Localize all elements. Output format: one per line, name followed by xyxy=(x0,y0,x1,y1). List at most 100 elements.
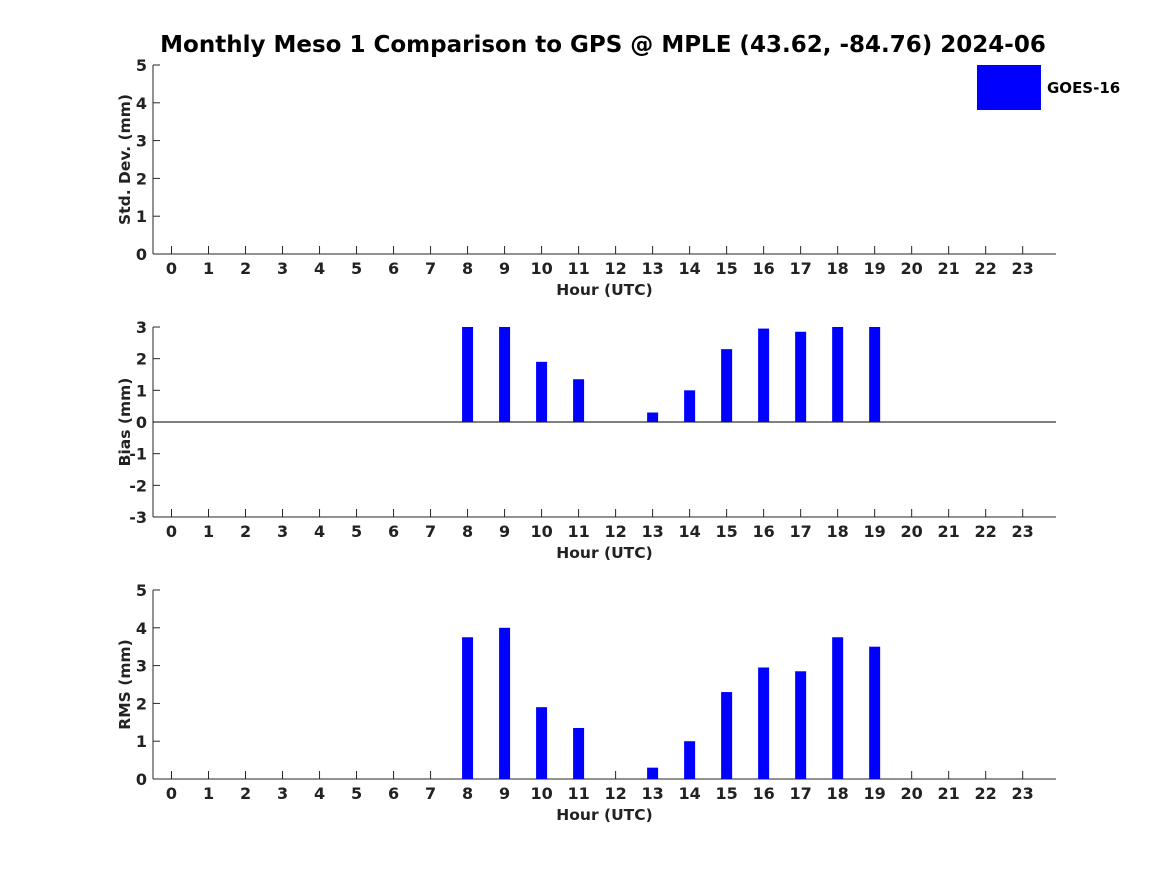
bar-hour-9 xyxy=(499,627,511,779)
y-tick-label: 1 xyxy=(136,207,147,226)
x-tick-label: 17 xyxy=(790,259,812,278)
x-tick-label: 10 xyxy=(530,259,552,278)
bar-hour-16 xyxy=(758,667,770,779)
x-tick-label: 9 xyxy=(499,522,510,541)
x-axis-label: Hour (UTC) xyxy=(556,806,652,824)
y-tick-label: 4 xyxy=(136,619,147,638)
x-tick-label: 14 xyxy=(678,259,700,278)
x-tick-label: 6 xyxy=(388,522,399,541)
chart-legend: GOES-16 xyxy=(977,65,1120,110)
bar-hour-10 xyxy=(536,707,548,779)
x-tick-label: 5 xyxy=(351,784,362,803)
x-tick-label: 0 xyxy=(166,784,177,803)
x-tick-label: 18 xyxy=(827,784,849,803)
x-tick-label: 23 xyxy=(1012,784,1034,803)
x-tick-label: 10 xyxy=(530,522,552,541)
x-tick-label: 2 xyxy=(240,522,251,541)
x-tick-label: 7 xyxy=(425,784,436,803)
y-tick-label: 0 xyxy=(136,245,147,264)
x-tick-label: 12 xyxy=(604,259,626,278)
bar-hour-18 xyxy=(832,637,844,779)
x-tick-label: 17 xyxy=(790,784,812,803)
y-tick-label: 2 xyxy=(136,350,147,369)
x-axis-label: Hour (UTC) xyxy=(556,544,652,562)
x-tick-label: 14 xyxy=(678,784,700,803)
y-tick-label: 3 xyxy=(136,657,147,676)
x-tick-label: 22 xyxy=(975,522,997,541)
x-tick-label: 4 xyxy=(314,522,325,541)
bar-hour-8 xyxy=(462,327,474,422)
y-tick-label: 5 xyxy=(136,56,147,75)
x-tick-label: 21 xyxy=(938,784,960,803)
x-tick-label: 15 xyxy=(715,259,737,278)
legend-swatch xyxy=(977,65,1041,110)
y-tick-label: 1 xyxy=(136,381,147,400)
bar-hour-17 xyxy=(795,331,807,422)
x-tick-label: 9 xyxy=(499,784,510,803)
y-tick-label: -3 xyxy=(129,508,147,527)
x-tick-label: 6 xyxy=(388,784,399,803)
x-tick-label: 4 xyxy=(314,784,325,803)
x-tick-label: 3 xyxy=(277,784,288,803)
y-axis-label: Std. Dev. (mm) xyxy=(116,94,134,225)
x-tick-label: 13 xyxy=(641,522,663,541)
x-tick-label: 1 xyxy=(203,784,214,803)
y-tick-label: -2 xyxy=(129,476,147,495)
x-tick-label: 12 xyxy=(604,522,626,541)
x-tick-label: 23 xyxy=(1012,259,1034,278)
x-tick-label: 20 xyxy=(901,522,923,541)
x-tick-label: 20 xyxy=(901,784,923,803)
y-tick-label: 5 xyxy=(136,581,147,600)
x-tick-label: 7 xyxy=(425,522,436,541)
x-tick-label: 11 xyxy=(567,259,589,278)
x-tick-label: 12 xyxy=(604,784,626,803)
y-axis-label: Bias (mm) xyxy=(116,378,134,467)
bar-hour-13 xyxy=(647,412,659,422)
x-tick-label: 15 xyxy=(715,522,737,541)
bar-hour-15 xyxy=(721,692,733,779)
x-tick-label: 20 xyxy=(901,259,923,278)
x-tick-label: 9 xyxy=(499,259,510,278)
x-tick-label: 11 xyxy=(567,522,589,541)
x-tick-label: 21 xyxy=(938,522,960,541)
x-tick-label: 2 xyxy=(240,259,251,278)
x-tick-label: 18 xyxy=(827,522,849,541)
x-tick-label: 13 xyxy=(641,784,663,803)
x-tick-label: 22 xyxy=(975,784,997,803)
y-tick-label: 3 xyxy=(136,132,147,151)
bar-hour-14 xyxy=(684,390,696,422)
x-tick-label: 17 xyxy=(790,522,812,541)
bar-hour-11 xyxy=(573,727,585,779)
x-tick-label: 1 xyxy=(203,522,214,541)
x-tick-label: 7 xyxy=(425,259,436,278)
y-tick-label: 3 xyxy=(136,318,147,337)
bar-hour-16 xyxy=(758,328,770,422)
chart-title: Monthly Meso 1 Comparison to GPS @ MPLE … xyxy=(160,32,1046,58)
bar-hour-8 xyxy=(462,637,474,779)
x-tick-label: 18 xyxy=(827,259,849,278)
bar-hour-14 xyxy=(684,741,696,779)
y-tick-label: 1 xyxy=(136,732,147,751)
bar-hour-10 xyxy=(536,361,548,422)
y-tick-label: -1 xyxy=(129,445,147,464)
bar-hour-11 xyxy=(573,379,585,422)
y-tick-label: 0 xyxy=(136,770,147,789)
x-tick-label: 8 xyxy=(462,522,473,541)
x-tick-label: 19 xyxy=(864,784,886,803)
x-tick-label: 6 xyxy=(388,259,399,278)
legend-label: GOES-16 xyxy=(1047,79,1120,97)
bar-hour-19 xyxy=(869,646,881,779)
bar-hour-9 xyxy=(499,327,511,422)
x-tick-label: 15 xyxy=(715,784,737,803)
x-tick-label: 22 xyxy=(975,259,997,278)
x-tick-label: 16 xyxy=(753,522,775,541)
x-axis-label: Hour (UTC) xyxy=(556,281,652,299)
x-tick-label: 4 xyxy=(314,259,325,278)
bar-hour-18 xyxy=(832,327,844,422)
x-tick-label: 19 xyxy=(864,259,886,278)
